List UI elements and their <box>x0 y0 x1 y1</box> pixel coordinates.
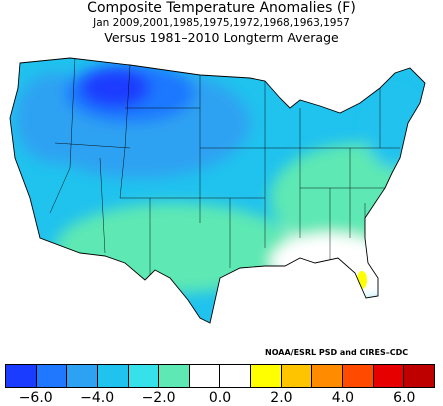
legend-swatch <box>6 365 37 387</box>
legend-swatch <box>159 365 190 387</box>
legend-tick-label: 4.0 <box>331 390 354 406</box>
cool-anomaly-new-england <box>365 88 425 168</box>
legend-swatch <box>128 365 160 387</box>
legend-swatch <box>251 365 282 387</box>
composite-years: Jan 2009,2001,1985,1975,1972,1968,1963,1… <box>93 17 350 29</box>
legend-swatch <box>281 365 313 387</box>
legend-tick-label: 6.0 <box>393 390 416 406</box>
anomaly-map <box>9 57 426 324</box>
color-legend <box>5 364 435 388</box>
legend-swatch <box>404 365 434 387</box>
legend-swatch <box>189 365 221 387</box>
legend-swatch <box>36 365 68 387</box>
legend-tick-label: −6.0 <box>18 390 53 406</box>
legend-tick-label: 0.0 <box>208 390 232 406</box>
legend-swatch <box>373 365 405 387</box>
legend-tick-label: 2.0 <box>270 390 293 406</box>
mild-anomaly-south-central <box>55 203 295 293</box>
strongest-cold-anomaly-montana <box>80 68 150 108</box>
legend-tick-label: −2.0 <box>141 390 176 406</box>
legend-swatch <box>343 365 374 387</box>
legend-swatch <box>97 365 129 387</box>
legend-swatch <box>312 365 344 387</box>
legend-swatch <box>220 365 252 387</box>
data-credit: NOAA/ESRL PSD and CIRES–CDC <box>265 348 409 357</box>
map-title: Composite Temperature Anomalies (F) <box>87 0 356 16</box>
legend-tick-label: −4.0 <box>80 390 115 406</box>
baseline-period: Versus 1981–2010 Longterm Average <box>104 30 339 45</box>
state-boundaries <box>49 58 400 278</box>
legend-swatch <box>67 365 98 387</box>
us-outline <box>9 57 426 324</box>
